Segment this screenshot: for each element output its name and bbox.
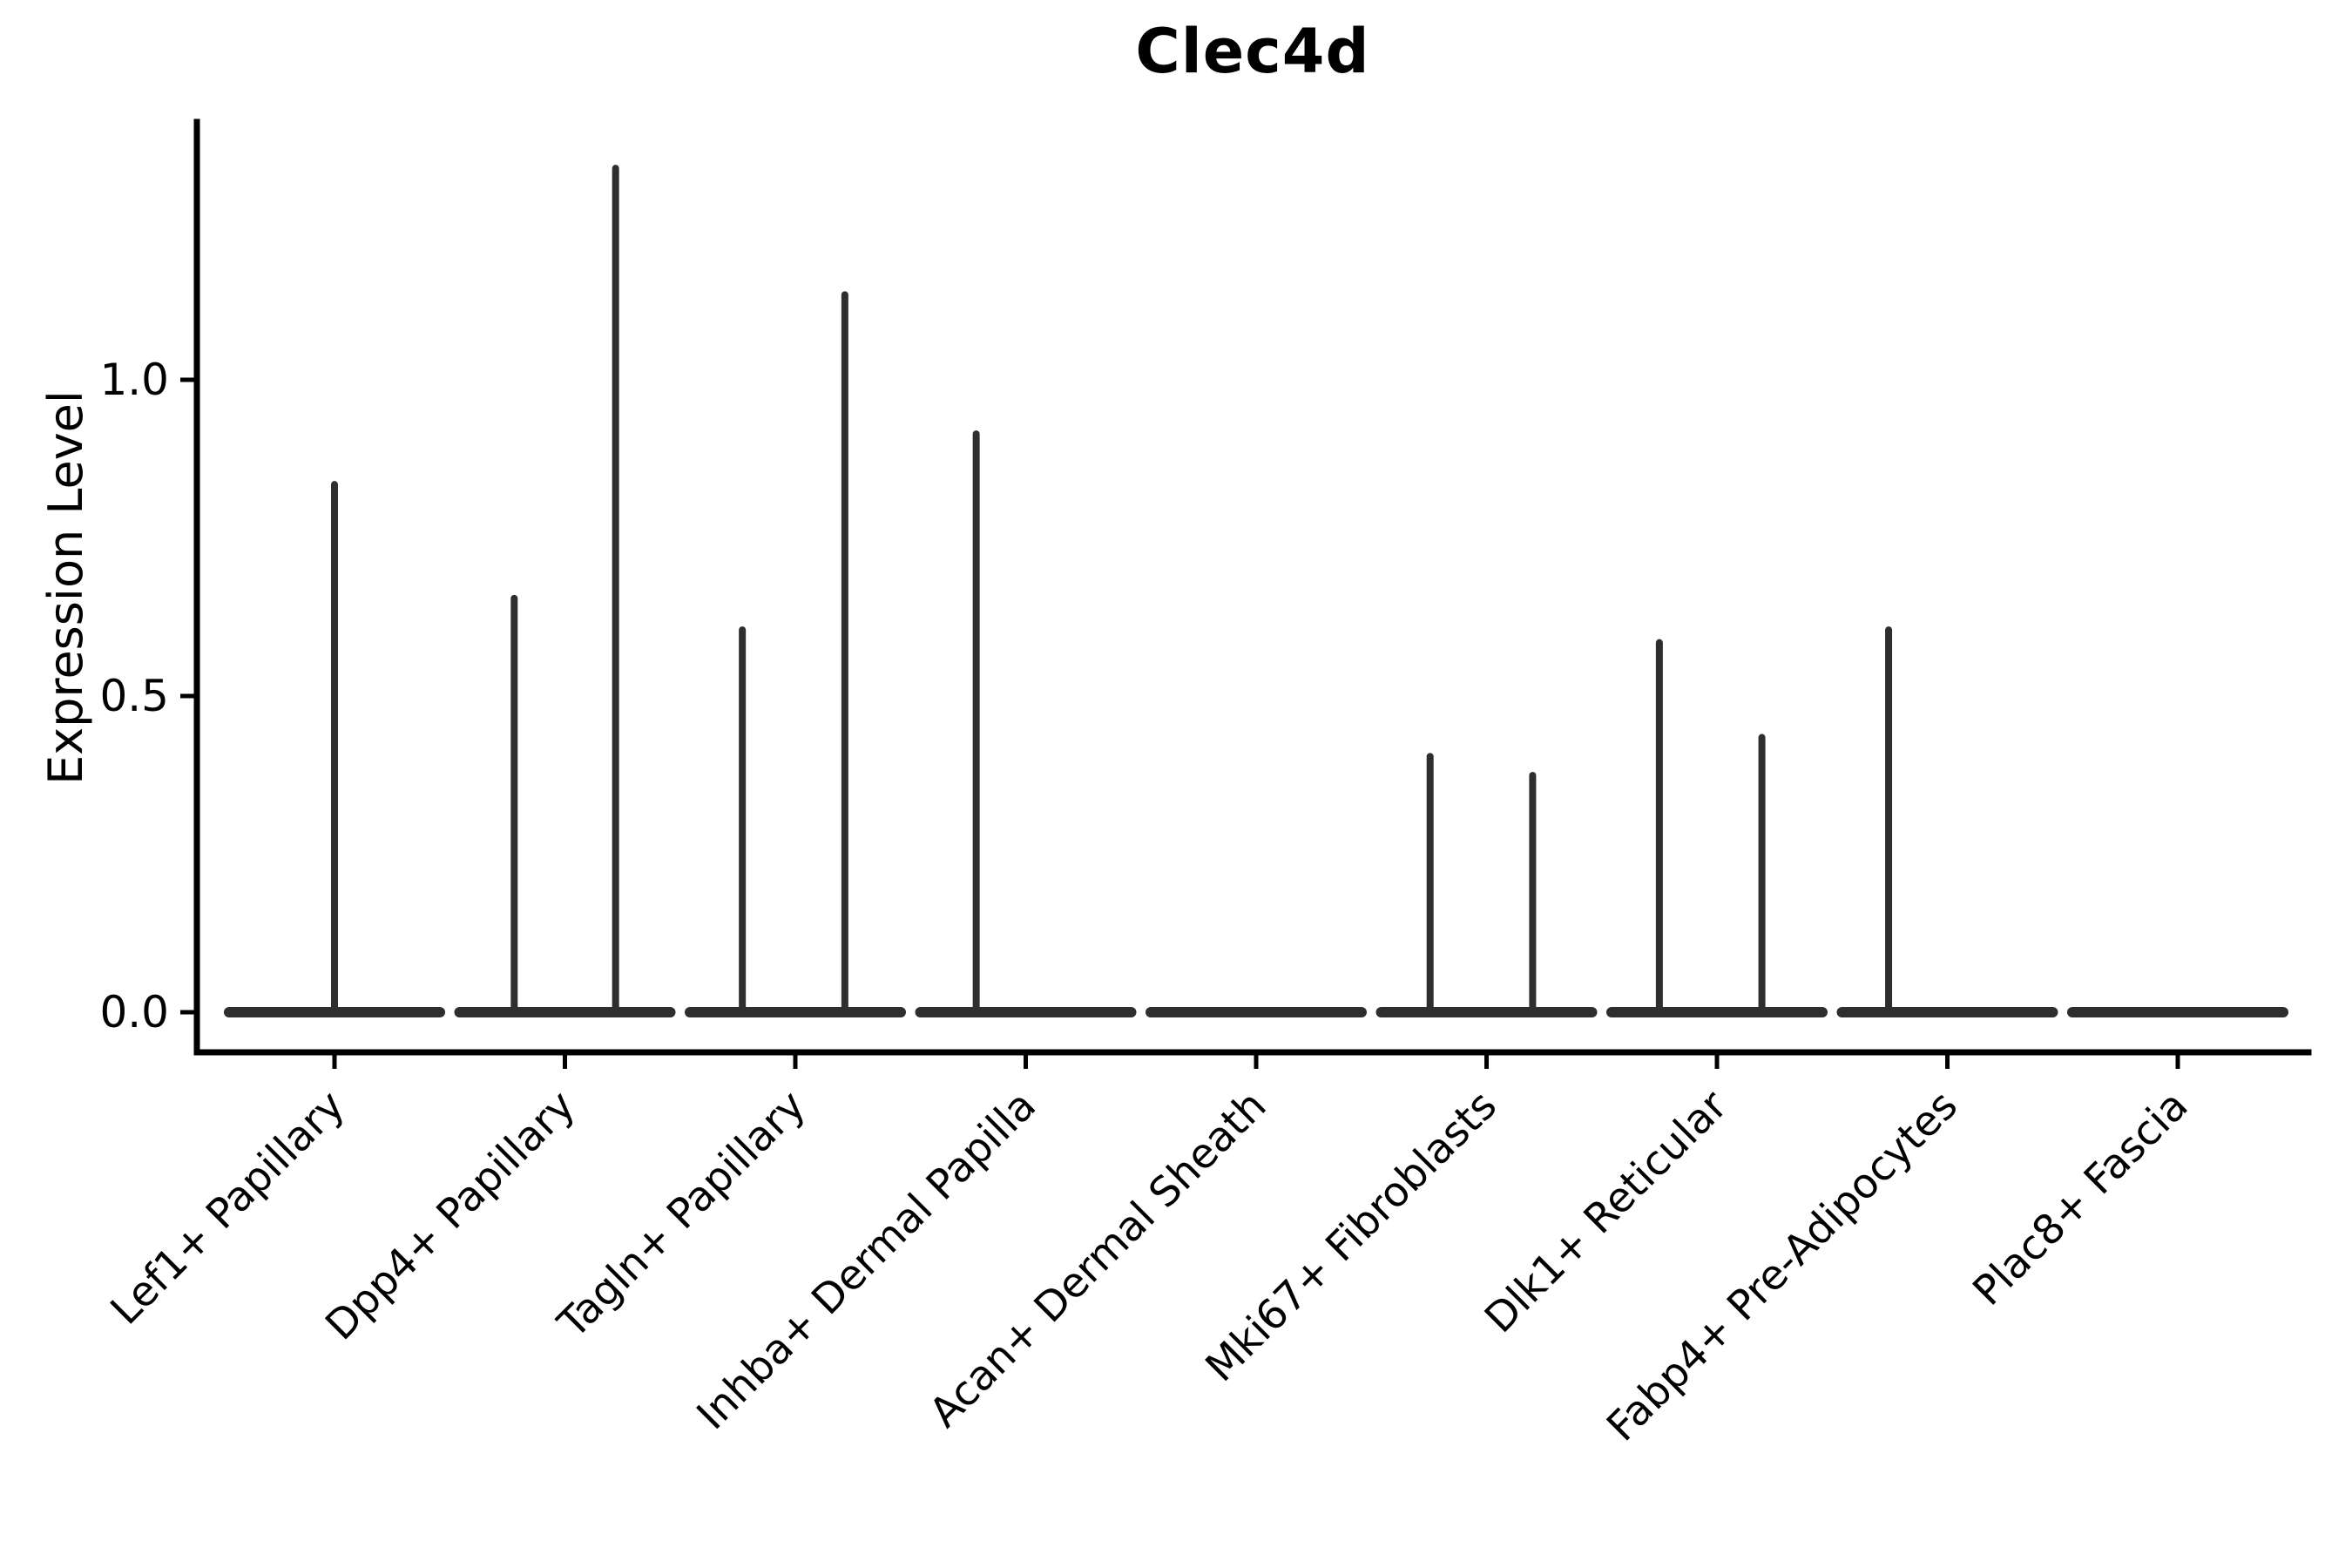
- x-tick-label: Plac8+ Fascia: [1964, 1082, 2198, 1315]
- x-tick-label: Dlk1+ Reticular: [1476, 1081, 1737, 1342]
- x-tick-label: Dpp4+ Papillary: [316, 1082, 585, 1350]
- y-tick-label: 0.5: [99, 671, 169, 721]
- chart-title: Clec4d: [1135, 16, 1370, 87]
- x-tick-label: Lef1+ Papillary: [102, 1082, 355, 1335]
- x-tick-label: Tagln+ Papillary: [549, 1082, 815, 1348]
- y-tick-label: 0.0: [99, 987, 169, 1037]
- y-tick-label: 1.0: [99, 355, 169, 405]
